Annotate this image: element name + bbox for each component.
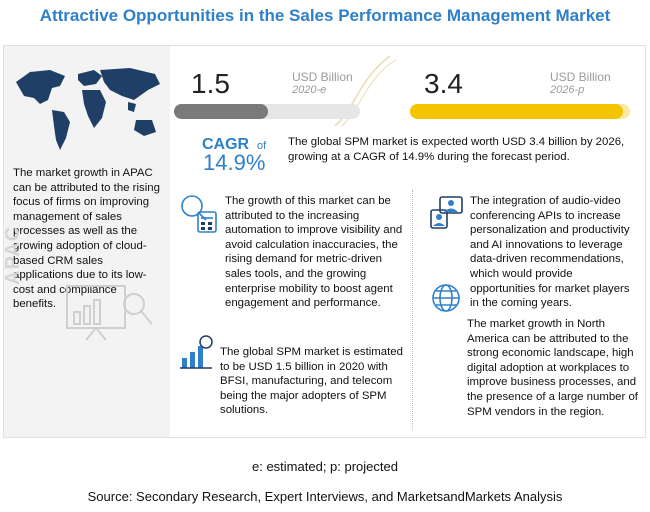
conference-icon xyxy=(430,196,463,229)
bar-chart xyxy=(174,104,630,119)
apac-watermark: APAC xyxy=(2,225,24,285)
bar-2026-p xyxy=(410,104,623,119)
world-map-icon xyxy=(16,68,160,150)
wave-decoration xyxy=(334,55,397,127)
growth-chart-icon xyxy=(180,335,213,369)
cagr-label: CAGR xyxy=(202,136,250,153)
infographic-frame xyxy=(3,45,646,438)
value-label-2020: 1.5 xyxy=(191,68,230,99)
unit-label-2026: USD Billion xyxy=(550,70,611,84)
footnote: e: estimated; p: projected xyxy=(252,459,398,474)
value-label-2026: 3.4 xyxy=(424,68,463,99)
source-note: Source: Secondary Research, Expert Inter… xyxy=(87,489,563,504)
cagr-value: 14.9% xyxy=(203,150,266,175)
page-title: Attractive Opportunities in the Sales Pe… xyxy=(39,6,611,25)
apac-description: The market growth in APAC can be attribu… xyxy=(13,167,160,311)
estimate-text: The global SPM market is estimated to be… xyxy=(220,346,403,417)
integration-text: The integration of audio-video conferenc… xyxy=(470,195,630,310)
bar-2020-e xyxy=(174,104,268,119)
calculator-search-icon xyxy=(181,195,217,233)
globe-icon xyxy=(432,284,460,312)
north-america-text: The market growth in North America can b… xyxy=(467,318,638,418)
unit-label-2020: USD Billion xyxy=(292,70,353,84)
cagr-of: of xyxy=(257,140,267,152)
year-label-2020: 2020-e xyxy=(292,84,327,96)
year-label-2026: 2026-p xyxy=(550,84,585,96)
growth-text: The growth of this market can be attribu… xyxy=(225,195,403,310)
global-forecast-text: The global SPM market is expected worth … xyxy=(288,136,625,163)
column-divider xyxy=(412,190,413,430)
analytics-board-icon xyxy=(66,285,153,341)
